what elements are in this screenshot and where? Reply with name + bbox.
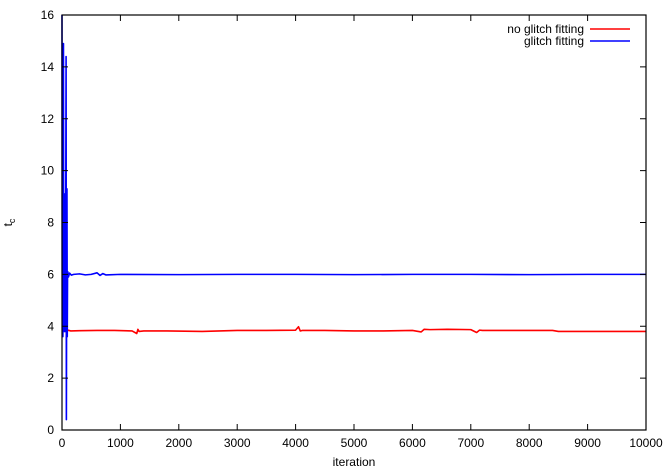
x-tick-label: 3000 <box>224 436 251 450</box>
y-tick-label: 6 <box>47 267 54 281</box>
x-tick-label: 0 <box>59 436 66 450</box>
x-tick-label: 10000 <box>629 436 663 450</box>
y-tick-label: 14 <box>41 60 55 74</box>
legend-label: no glitch fitting <box>507 22 584 36</box>
x-tick-label: 9000 <box>574 436 601 450</box>
series-line-no-glitch-fitting <box>61 325 646 335</box>
y-axis-label-main: t <box>1 222 15 226</box>
x-tick-label: 4000 <box>282 436 309 450</box>
x-tick-label: 2000 <box>165 436 192 450</box>
x-tick-label: 1000 <box>107 436 134 450</box>
axes: 0 1000 2000 3000 4000 5000 6000 7000 8000 9000 100… <box>41 8 663 450</box>
y-axis-label-subscript: c <box>7 218 17 223</box>
y-tick-label: 16 <box>41 8 55 22</box>
series-line-glitch-fitting <box>61 14 646 421</box>
y-tick-label: 8 <box>47 216 54 230</box>
y-tick-label: 0 <box>47 423 54 437</box>
plot-area <box>61 14 646 421</box>
y-axis-label: tc <box>1 218 17 226</box>
x-tick-label: 6000 <box>399 436 426 450</box>
legend-label: glitch fitting <box>524 34 584 48</box>
x-tick-label: 7000 <box>457 436 484 450</box>
x-tick-label: 8000 <box>516 436 543 450</box>
y-tick-label: 4 <box>47 319 54 333</box>
plot-frame <box>61 14 647 431</box>
y-tick-label: 10 <box>41 164 55 178</box>
x-axis-label: iteration <box>333 455 376 468</box>
y-tick-label: 12 <box>41 112 55 126</box>
y-tick-label: 2 <box>47 371 54 385</box>
x-tick-label: 5000 <box>341 436 368 450</box>
